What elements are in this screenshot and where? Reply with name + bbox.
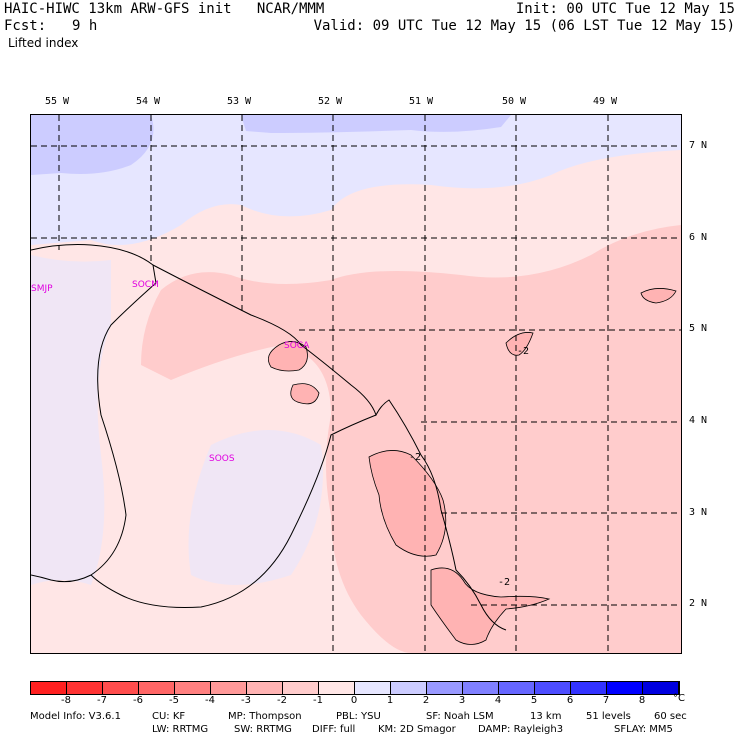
- legend-swatch: [607, 682, 643, 694]
- station-label: SOOS: [209, 454, 235, 464]
- stable-zone-inland-center: [188, 430, 323, 585]
- legend-swatch: [31, 682, 67, 694]
- legend-tick-label: -3: [241, 695, 251, 706]
- station-label: SMJP: [31, 284, 53, 294]
- legend-swatch: [67, 682, 103, 694]
- lon-label: 52 W: [318, 96, 343, 107]
- legend-swatch: [283, 682, 319, 694]
- footer-damp: DAMP: Rayleigh3: [478, 724, 564, 735]
- stable-zone-core-north: [241, 115, 511, 133]
- color-scale-bar: [30, 681, 680, 695]
- legend-swatch: [247, 682, 283, 694]
- footer-sw: SW: RRTMG: [234, 724, 292, 735]
- unstable-zone-east: [141, 225, 681, 653]
- legend-swatch: [499, 682, 535, 694]
- contour-minus2-north-b: [290, 383, 320, 405]
- contour-label: -2: [517, 346, 530, 357]
- legend-swatch: [355, 682, 391, 694]
- lon-label: 55 W: [45, 96, 70, 107]
- lat-label: 6 N: [689, 232, 708, 243]
- footer-km: KM: 2D Smagor: [378, 724, 456, 735]
- contour-label: -2: [498, 577, 511, 588]
- legend-swatch: [175, 682, 211, 694]
- legend-swatch: [535, 682, 571, 694]
- lat-lon-grid: [31, 115, 681, 653]
- contour-minus2-center: [368, 450, 447, 557]
- legend-swatch: [103, 682, 139, 694]
- lat-label: 7 N: [689, 140, 708, 151]
- legend-tick-label: 0: [350, 695, 358, 706]
- lon-label: 51 W: [409, 96, 434, 107]
- footer-timestep: 60 sec: [654, 711, 687, 722]
- footer-lw: LW: RRTMG: [152, 724, 209, 735]
- footer-diff: DIFF: full: [312, 724, 356, 735]
- legend-tick-label: 5: [530, 695, 538, 706]
- footer-mp: MP: Thompson: [228, 711, 302, 722]
- lat-label: 3 N: [689, 507, 708, 518]
- legend-swatch: [427, 682, 463, 694]
- legend-swatch: [319, 682, 355, 694]
- footer-levels: 51 levels: [586, 711, 631, 722]
- field-name: Lifted index: [8, 36, 79, 50]
- legend-tick-label: 4: [494, 695, 502, 706]
- lon-label: 50 W: [502, 96, 527, 107]
- border-south: [31, 574, 92, 583]
- contour-minus2-east: [505, 332, 534, 356]
- legend-tick-label: 6: [566, 695, 574, 706]
- lat-label: 4 N: [689, 415, 708, 426]
- legend-swatch: [571, 682, 607, 694]
- legend-swatch: [211, 682, 247, 694]
- legend-tick-label: -8: [61, 695, 71, 706]
- legend-tick-label: 3: [458, 695, 466, 706]
- legend-tick-label: 8: [638, 695, 646, 706]
- legend-tick-label: -1: [313, 695, 323, 706]
- station-label: SOCM: [132, 280, 159, 290]
- footer-sf: SF: Noah LSM: [426, 711, 494, 722]
- legend-tick-label: 1: [386, 695, 394, 706]
- station-label: SOCA: [284, 341, 310, 351]
- forecast-label: Fcst:: [4, 18, 47, 34]
- footer-pbl: PBL: YSU: [336, 711, 381, 722]
- legend-swatch: [643, 682, 679, 694]
- border-suriname-west: [31, 244, 157, 576]
- legend-tick-label: -2: [277, 695, 287, 706]
- footer-model-info: Model Info: V3.6.1: [30, 711, 121, 722]
- lon-label: 53 W: [227, 96, 252, 107]
- contour-minus2-far-east: [640, 288, 677, 304]
- stable-zone-inland-west: [31, 255, 111, 585]
- legend-tick-label: 2: [422, 695, 430, 706]
- legend-tick-label: 7: [602, 695, 610, 706]
- footer-resolution: 13 km: [530, 711, 562, 722]
- forecast-hour: 9 h: [72, 18, 98, 34]
- border-french-guiana: [90, 414, 377, 608]
- lon-label: 54 W: [136, 96, 161, 107]
- legend-tick-label: -5: [169, 695, 179, 706]
- lifted-index-map: [31, 115, 681, 653]
- coastline: [152, 264, 507, 631]
- legend-tick-label: -7: [97, 695, 107, 706]
- legend-unit: °C: [673, 693, 685, 704]
- valid-time: Valid: 09 UTC Tue 12 May 15 (06 LST Tue …: [313, 18, 735, 34]
- footer-cu: CU: KF: [152, 711, 186, 722]
- legend-swatch: [463, 682, 499, 694]
- lat-label: 2 N: [689, 598, 708, 609]
- legend-tick-label: -4: [205, 695, 215, 706]
- map-panel: -2 -2 -2 SMJP SOCM SOCA SOOS: [30, 114, 682, 654]
- model-title: HAIC-HIWC 13km ARW-GFS init NCAR/MMM: [4, 1, 325, 17]
- legend-tick-label: -6: [133, 695, 143, 706]
- contour-minus2-south: [430, 567, 551, 645]
- init-time: Init: 00 UTC Tue 12 May 15: [515, 1, 735, 17]
- lon-label: 49 W: [593, 96, 618, 107]
- lat-label: 5 N: [689, 323, 708, 334]
- legend-swatch: [139, 682, 175, 694]
- legend-swatch: [391, 682, 427, 694]
- contour-label: -2: [409, 452, 422, 463]
- stable-zone-core-west: [31, 115, 154, 175]
- stable-zone-north: [31, 115, 681, 245]
- contour-minus2-north-a: [267, 341, 308, 372]
- footer-sflay: SFLAY: MM5: [614, 724, 673, 735]
